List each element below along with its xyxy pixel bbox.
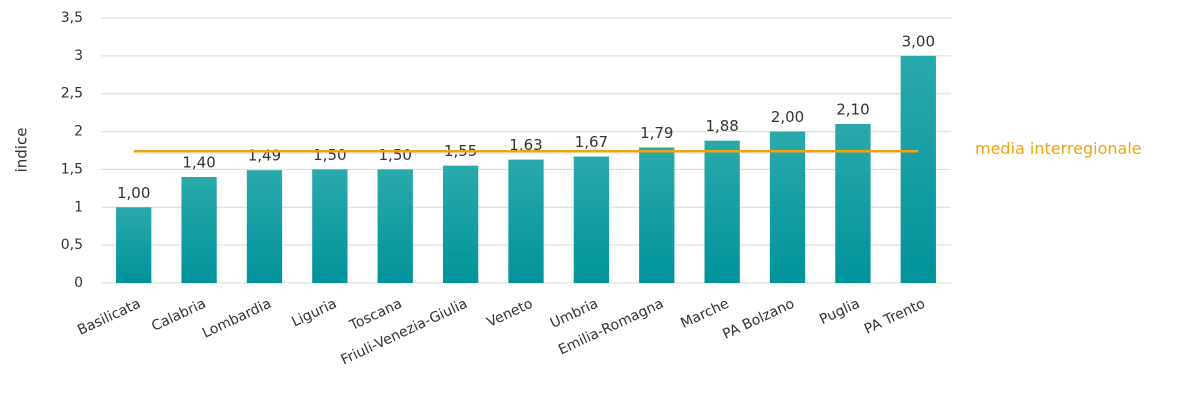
value-label: 1,63	[509, 136, 542, 154]
value-label: 1,88	[705, 117, 738, 135]
x-tick-label: Basilicata	[75, 296, 143, 339]
y-tick-label: 1	[74, 199, 83, 215]
bar	[377, 169, 413, 283]
value-label: 1,67	[575, 133, 608, 151]
y-tick-label: 1,5	[61, 161, 83, 177]
x-tick-label: Liguria	[289, 296, 339, 331]
bar	[508, 159, 544, 283]
x-tick-label: Calabria	[149, 296, 208, 335]
value-label: 1,00	[117, 184, 150, 202]
y-tick-label: 2,5	[61, 86, 83, 102]
x-tick-label: PA Trento	[862, 296, 928, 338]
y-tick-label: 3,5	[61, 10, 83, 26]
x-tick-label: Lombardia	[200, 296, 274, 342]
bar	[900, 55, 936, 283]
x-tick-label: Puglia	[817, 296, 862, 328]
value-label: 1,49	[248, 147, 281, 165]
y-tick-label: 0,5	[61, 237, 83, 253]
bar	[573, 156, 610, 283]
bar	[116, 207, 152, 283]
y-tick-label: 0	[74, 275, 83, 291]
x-tick-label: PA Bolzano	[720, 296, 797, 343]
bar	[181, 177, 217, 283]
bar	[246, 170, 283, 283]
value-label: 2,10	[836, 101, 869, 119]
y-tick-label: 3	[74, 48, 83, 64]
bar	[835, 124, 871, 283]
y-tick-label: 2	[74, 124, 83, 140]
value-label: 3,00	[902, 32, 935, 50]
x-tick-label: Friuli-Venezia-Giulia	[339, 296, 470, 369]
value-label: 1,40	[182, 154, 215, 172]
y-axis-label: indice	[13, 128, 31, 173]
bar	[442, 165, 479, 283]
value-label: 1,50	[379, 146, 412, 164]
bar	[769, 131, 806, 283]
bar	[704, 140, 740, 283]
value-label: 1,79	[640, 124, 673, 142]
value-label: 2,00	[771, 108, 804, 126]
reference-line-label: media interregionale	[975, 139, 1142, 158]
bar	[639, 147, 675, 283]
value-label: 1,50	[313, 146, 346, 164]
bar	[312, 169, 348, 283]
x-tick-label: Veneto	[485, 296, 536, 331]
